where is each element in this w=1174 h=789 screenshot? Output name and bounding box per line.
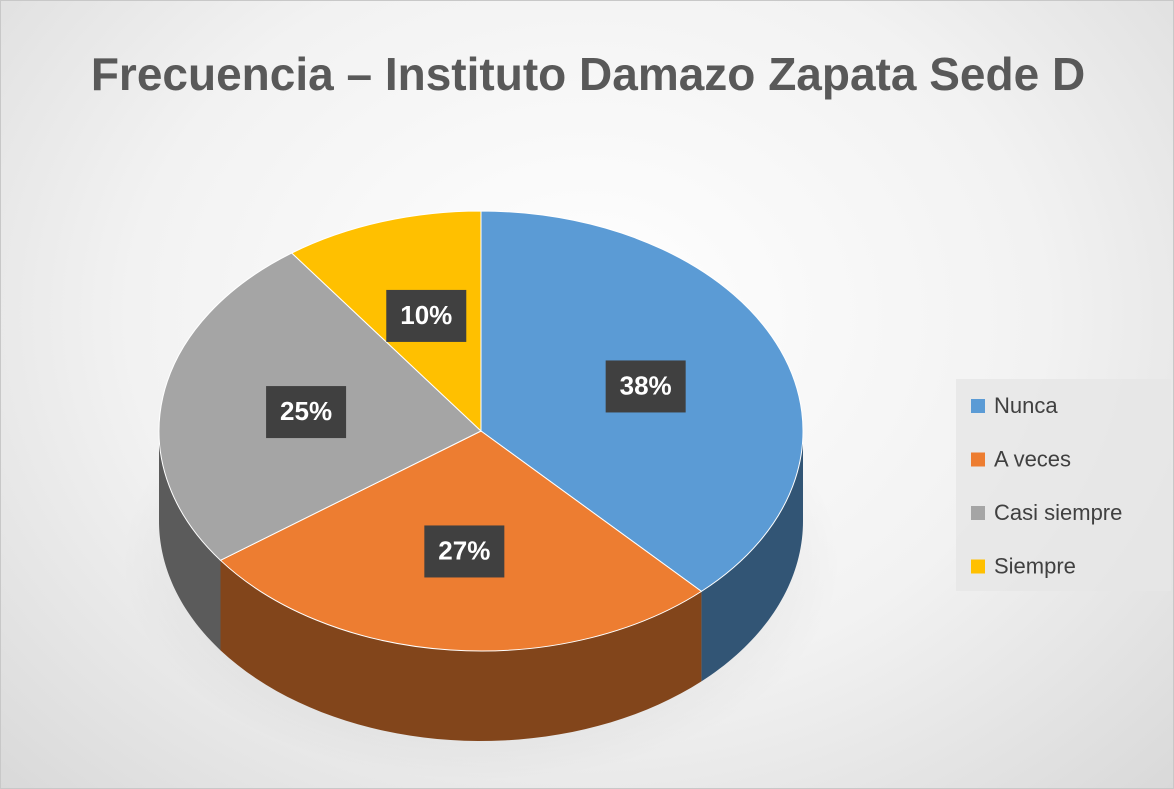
data-label: 25% (280, 396, 332, 426)
data-label: 38% (620, 370, 672, 400)
legend-label: A veces (994, 446, 1071, 471)
legend-label: Siempre (994, 553, 1076, 578)
data-label: 10% (400, 300, 452, 330)
legend-swatch (971, 399, 985, 413)
legend-label: Nunca (994, 393, 1058, 418)
data-label-box (266, 386, 347, 439)
legend-swatch (971, 559, 985, 574)
slice-side (701, 431, 803, 682)
data-label: 27% (438, 535, 490, 565)
data-label-box (605, 360, 686, 413)
data-label-box (386, 289, 467, 342)
slice-side (159, 431, 221, 651)
chart-title: Frecuencia – Instituto Damazo Zapata Sed… (90, 48, 1086, 100)
legend-label: Casi siempre (994, 500, 1122, 525)
legend-swatch (971, 506, 985, 520)
legend-box (956, 379, 1171, 591)
legend-swatch (971, 452, 985, 467)
data-label-box (424, 525, 505, 578)
